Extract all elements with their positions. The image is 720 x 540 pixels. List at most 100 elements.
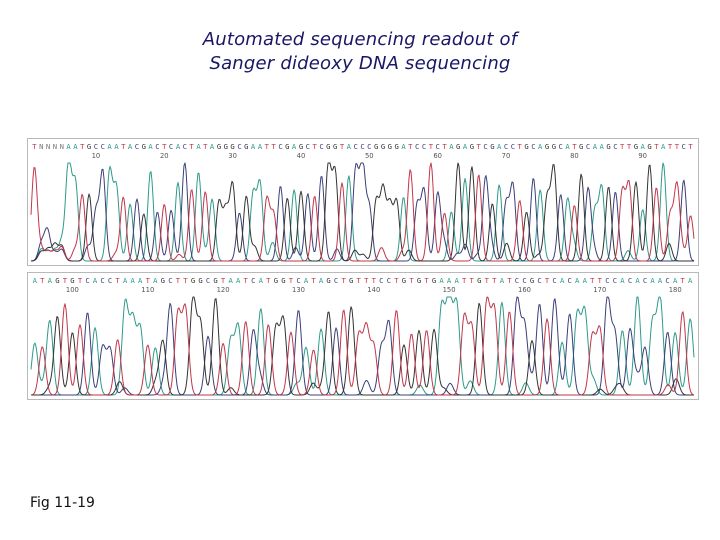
base-call-letter: G	[349, 276, 353, 285]
base-call-letter: A	[33, 276, 38, 285]
base-call-letter: T	[162, 142, 167, 151]
base-call-letter: N	[60, 142, 64, 151]
base-call-letter: T	[675, 142, 680, 151]
base-call-letter: C	[296, 276, 300, 285]
position-label: 80	[570, 152, 579, 160]
base-call-letter: T	[32, 142, 37, 151]
base-call-letter: C	[206, 276, 210, 285]
base-call-letter: T	[590, 276, 595, 285]
position-label: 10	[92, 152, 101, 160]
base-call-letter: A	[620, 276, 625, 285]
base-call-letter: T	[340, 142, 345, 151]
base-call-letter: C	[483, 142, 487, 151]
base-call-letter: T	[357, 276, 362, 285]
base-call-letter: A	[48, 276, 53, 285]
trace-channel-A	[30, 296, 695, 396]
trace-channel-G	[30, 162, 694, 262]
base-call-letter: A	[500, 276, 505, 285]
base-call-letter: A	[650, 276, 655, 285]
base-call-letter: T	[429, 142, 434, 151]
base-call-letter: T	[146, 276, 151, 285]
base-call-letter: A	[583, 276, 588, 285]
base-call-letter: C	[319, 142, 323, 151]
base-call-letter: G	[191, 276, 195, 285]
base-call-letter: G	[432, 276, 436, 285]
base-call-letter: C	[559, 142, 563, 151]
position-label: 30	[228, 152, 237, 160]
base-call-letter: C	[101, 142, 105, 151]
base-call-letter: C	[85, 276, 89, 285]
base-call-letter: A	[107, 142, 112, 151]
base-call-letter: C	[531, 142, 535, 151]
base-call-letter: T	[492, 276, 497, 285]
base-call-letter: C	[511, 142, 515, 151]
base-call-letter: T	[688, 142, 693, 151]
base-call-letter: T	[189, 142, 194, 151]
base-call-letter: C	[251, 276, 255, 285]
base-call-letter: C	[183, 142, 187, 151]
base-call-letter: C	[665, 276, 669, 285]
base-call-letter: A	[259, 276, 264, 285]
base-call-letter: G	[285, 142, 289, 151]
position-label: 90	[638, 152, 647, 160]
figure-label: Fig 11-19	[30, 495, 95, 511]
base-call-letter: A	[292, 142, 297, 151]
base-call-letter: G	[87, 142, 91, 151]
base-call-letter: T	[394, 276, 399, 285]
base-call-letter: G	[244, 142, 248, 151]
base-call-letter: N	[39, 142, 43, 151]
base-call-letter: T	[244, 276, 249, 285]
base-call-letter: A	[123, 276, 128, 285]
base-call-letter: A	[251, 142, 256, 151]
base-call-letter: A	[560, 276, 565, 285]
base-call-letter: A	[455, 276, 460, 285]
base-call-letter: T	[485, 276, 490, 285]
base-call-letter: A	[258, 142, 263, 151]
base-call-letter: G	[545, 142, 549, 151]
base-call-letter: G	[395, 142, 399, 151]
base-call-letter: T	[477, 142, 482, 151]
base-call-letter: C	[568, 276, 572, 285]
base-call-letter: A	[229, 276, 234, 285]
base-call-letter: G	[634, 142, 638, 151]
base-call-letter: A	[593, 142, 598, 151]
base-call-letter: G	[579, 142, 583, 151]
base-call-letter: G	[299, 142, 303, 151]
position-label: 70	[502, 152, 511, 160]
base-call-letter: A	[401, 142, 406, 151]
base-call-letter: A	[439, 276, 444, 285]
position-label: 110	[141, 286, 154, 294]
base-call-letter: T	[80, 142, 85, 151]
base-call-letter: C	[278, 142, 282, 151]
base-call-letter: C	[628, 276, 632, 285]
position-label: 130	[292, 286, 305, 294]
title-line-1: Automated sequencing readout of	[202, 29, 518, 50]
base-call-letter: A	[66, 142, 71, 151]
base-call-letter: T	[462, 276, 467, 285]
base-call-letter: A	[148, 142, 153, 151]
base-call-letter: T	[620, 142, 625, 151]
base-call-letter: G	[55, 276, 59, 285]
trace-channel-T	[30, 162, 695, 262]
base-call-letter: T	[424, 276, 429, 285]
position-label: 160	[518, 286, 531, 294]
base-call-letter: G	[606, 142, 610, 151]
figure-title: Automated sequencing readout of Sanger d…	[0, 28, 720, 76]
base-call-letter: T	[507, 276, 512, 285]
base-call-letter: A	[196, 142, 201, 151]
base-call-letter: T	[266, 276, 271, 285]
base-call-letter: A	[73, 142, 78, 151]
base-call-letter: N	[53, 142, 57, 151]
base-call-letter: C	[379, 276, 383, 285]
base-call-letter: T	[654, 142, 659, 151]
base-call-letter: T	[572, 142, 577, 151]
base-call-letter: A	[449, 142, 454, 151]
base-call-letter: G	[388, 142, 392, 151]
base-call-letter: C	[237, 142, 241, 151]
base-call-letter: G	[198, 276, 202, 285]
base-call-letter: T	[408, 142, 413, 151]
base-call-letter: C	[522, 276, 526, 285]
position-label: 60	[433, 152, 442, 160]
base-call-letter: G	[381, 142, 385, 151]
